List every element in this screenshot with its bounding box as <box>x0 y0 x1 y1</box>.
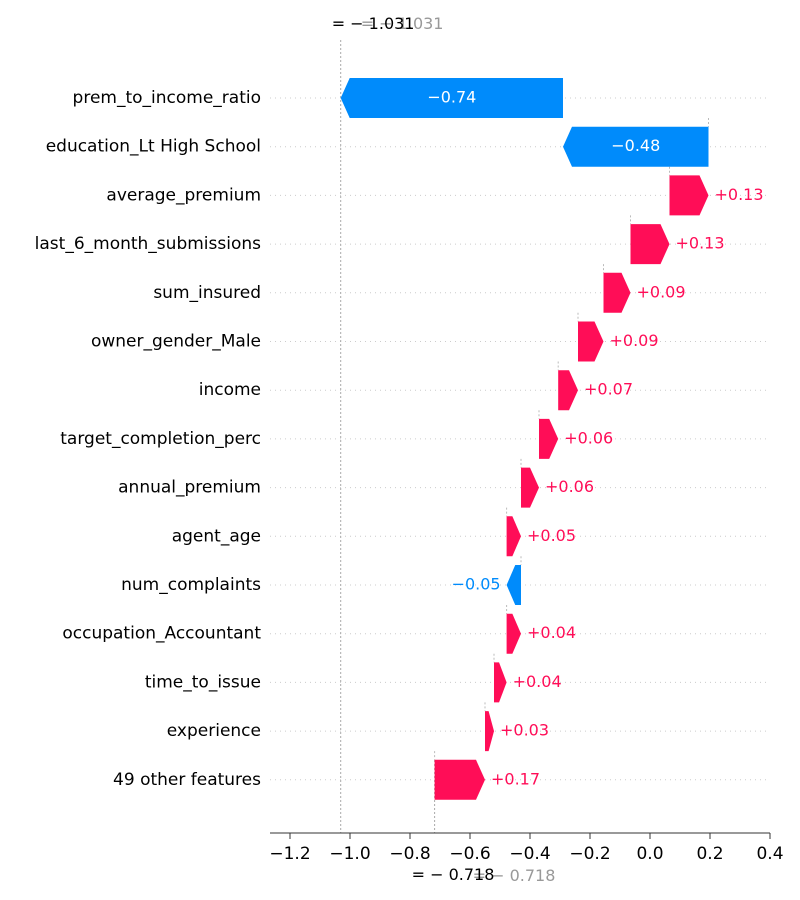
bars: −0.74 −0.48 +0.13 +0.13 +0.09 +0.09 +0.07 +0.06… <box>340 78 764 800</box>
x-tick-label: 0.4 <box>756 844 783 864</box>
bar-income <box>558 370 578 411</box>
bar-num-complaints <box>506 565 521 605</box>
feature-label: occupation_Accountant <box>62 624 261 644</box>
x-axis: −1.2 −1.0 −0.8 −0.6 −0.4 −0.2 0.0 0.2 0.4 <box>269 832 784 864</box>
final-value-ghost-label: = − 1.031 <box>361 14 444 33</box>
bar-value-label: +0.06 <box>545 477 594 496</box>
bar-value-label: +0.04 <box>513 672 562 691</box>
bar-education-lt-high-school <box>563 126 709 167</box>
feature-label: 49 other features <box>113 770 261 790</box>
bar-annual-premium <box>521 467 539 508</box>
x-tick-label: −1.0 <box>329 844 370 864</box>
bar-49-other-features <box>434 759 485 800</box>
x-tick-label: −0.6 <box>449 844 490 864</box>
bar-experience <box>485 711 494 752</box>
bar-prem-to-income-ratio <box>340 78 563 118</box>
feature-label: time_to_issue <box>145 672 261 692</box>
bar-occupation-accountant <box>506 613 521 654</box>
feature-label: education_Lt High School <box>46 137 261 157</box>
feature-label: average_premium <box>106 185 261 205</box>
feature-labels: prem_to_income_ratio education_Lt High Sc… <box>35 88 262 790</box>
x-tick-label: 0.2 <box>696 844 723 864</box>
feature-label: num_complaints <box>121 575 261 595</box>
bar-value-label: +0.05 <box>527 526 576 545</box>
bar-value-label: −0.74 <box>427 88 476 107</box>
bar-value-label: +0.07 <box>584 380 633 399</box>
base-value-ghost-label: = − 0.718 <box>473 866 556 885</box>
base-value-label: = − 0.718 <box>412 865 495 884</box>
bar-value-label: −0.05 <box>452 575 501 594</box>
final-value-label: = − 1.031 <box>332 14 415 33</box>
bar-value-label: +0.13 <box>715 185 764 204</box>
feature-label: sum_insured <box>153 283 261 303</box>
x-tick-label: −0.4 <box>509 844 550 864</box>
bar-value-label: +0.06 <box>564 428 613 447</box>
x-tick-label: 0.0 <box>636 844 663 864</box>
bar-average-premium <box>669 175 709 216</box>
feature-label: last_6_month_submissions <box>35 234 261 254</box>
feature-label: annual_premium <box>118 478 261 498</box>
bar-value-label: +0.13 <box>676 234 725 253</box>
bar-value-label: +0.17 <box>491 769 540 788</box>
bar-target-completion-perc <box>539 418 559 459</box>
bar-value-label: +0.09 <box>610 331 659 350</box>
x-tick-label: −1.2 <box>269 844 310 864</box>
bar-agent-age <box>506 516 521 557</box>
bar-value-label: +0.03 <box>500 721 549 740</box>
feature-label: owner_gender_Male <box>91 332 261 352</box>
bar-time-to-issue <box>494 662 507 703</box>
feature-label: income <box>199 380 261 400</box>
bar-value-label: −0.48 <box>611 136 660 155</box>
feature-label: prem_to_income_ratio <box>73 88 261 108</box>
bar-value-label: +0.04 <box>527 623 576 642</box>
x-tick-label: −0.2 <box>569 844 610 864</box>
bar-sum-insured <box>603 272 631 313</box>
x-tick-label: −0.8 <box>389 844 430 864</box>
feature-label: target_completion_perc <box>60 429 261 449</box>
feature-label: experience <box>167 721 261 741</box>
feature-label: agent_age <box>172 526 261 546</box>
bar-last-6-month-submissions <box>630 224 670 265</box>
bar-owner-gender-male <box>578 321 604 362</box>
bar-value-label: +0.09 <box>637 282 686 301</box>
